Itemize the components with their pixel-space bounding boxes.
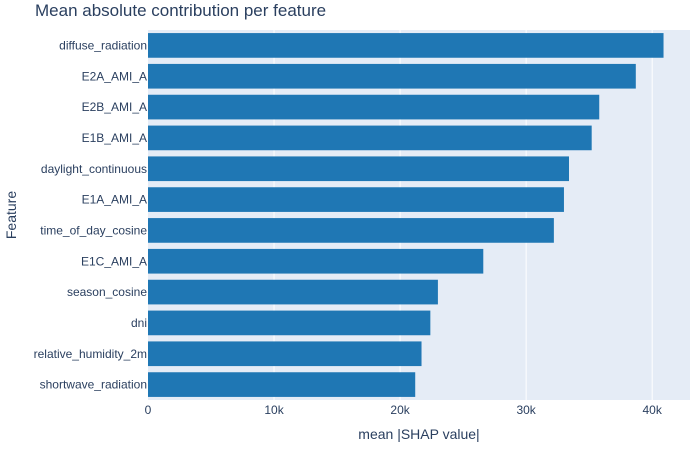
y-tick-label: E2B_AMI_A: [82, 100, 147, 114]
plot-area: [148, 30, 690, 400]
x-axis-title: mean |SHAP value|: [358, 426, 479, 442]
y-tick-label: daylight_continuous: [41, 162, 147, 176]
bar-E1C_AMI_A: [148, 248, 484, 274]
y-tick-label: shortwave_radiation: [40, 378, 147, 392]
bar-time_of_day_cosine: [148, 218, 554, 243]
chart-title: Mean absolute contribution per feature: [35, 1, 326, 20]
x-tick-label: 0: [145, 403, 152, 417]
y-axis-ticks: diffuse_radiation E2A_AMI_A E2B_AMI_A E1B_A…: [34, 38, 148, 391]
bar-dni: [148, 310, 431, 336]
y-tick-label: E2A_AMI_A: [82, 69, 147, 83]
gridlines: [273, 30, 653, 400]
bar-season_cosine: [148, 279, 438, 305]
y-tick-label: E1C_AMI_A: [81, 254, 147, 268]
bar-relative_humidity_2m: [148, 341, 422, 367]
y-tick-label: relative_humidity_2m: [34, 347, 147, 361]
bar-E1B_AMI_A: [148, 125, 592, 151]
y-tick-label: E1B_AMI_A: [82, 131, 147, 145]
y-axis-title: Feature: [3, 191, 19, 239]
x-tick-label: 20k: [390, 403, 410, 417]
bars: [148, 33, 664, 397]
y-tick-label: E1A_AMI_A: [82, 193, 147, 207]
bar-diffuse_radiation: [148, 33, 664, 58]
y-tick-label: diffuse_radiation: [59, 38, 147, 52]
y-tick-label: time_of_day_cosine: [40, 223, 147, 237]
bar-E1A_AMI_A: [148, 187, 564, 212]
y-tick-label: dni: [131, 316, 147, 330]
x-axis-ticks: 0 10k 20k 30k 40k: [145, 403, 663, 417]
x-tick-label: 40k: [643, 403, 663, 417]
x-tick-label: 10k: [264, 403, 284, 417]
bar-shortwave_radiation: [148, 372, 416, 397]
bar-E2A_AMI_A: [148, 63, 636, 89]
y-tick-label: season_cosine: [67, 285, 147, 299]
bar-E2B_AMI_A: [148, 94, 600, 120]
x-tick-label: 30k: [516, 403, 536, 417]
bar-daylight_continuous: [148, 156, 569, 182]
